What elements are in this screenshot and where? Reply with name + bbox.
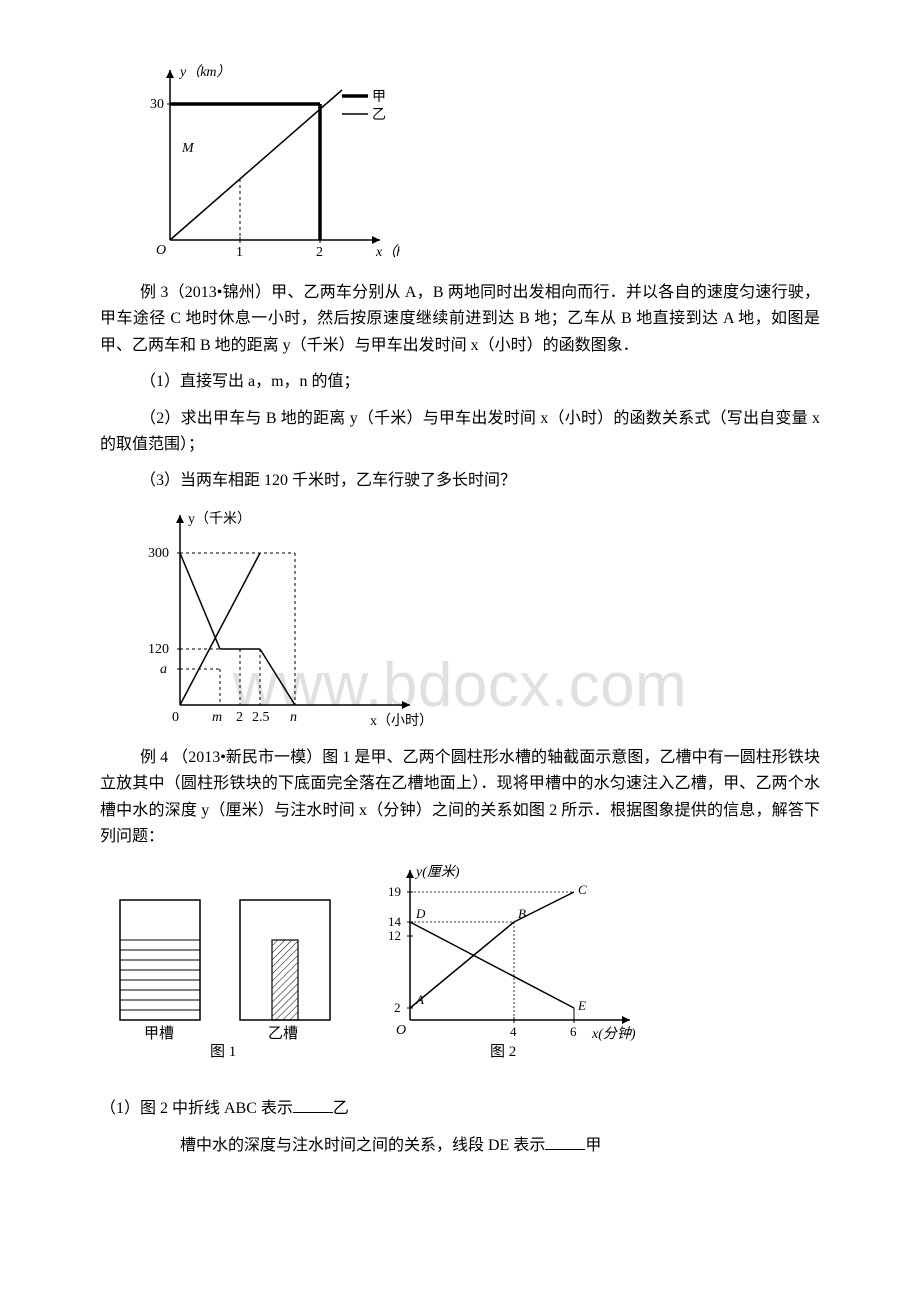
x-tick-2: 2 (316, 245, 323, 260)
pt-E: E (577, 998, 586, 1013)
q1-ans1: 乙 (333, 1100, 349, 1117)
pt-B: B (518, 906, 526, 921)
pt-D: D (415, 906, 426, 921)
point-m: M (181, 141, 195, 156)
blank-2 (545, 1133, 585, 1150)
q1-mid: 槽中水的深度与注水时间之间的关系，线段 DE 表示 (180, 1137, 545, 1154)
fig2-caption: 图 2 (490, 1043, 516, 1060)
blank-1 (293, 1096, 333, 1113)
legend-jia: 甲 (372, 90, 386, 105)
example3-q1: （1）直接写出 a，m，n 的值； (100, 369, 820, 395)
ytick-300: 300 (148, 546, 169, 561)
example3-q3: （3）当两车相距 120 千米时，乙车行驶了多长时间？ (100, 468, 820, 494)
chart-y-label: y(厘米) (414, 864, 460, 880)
example4-q1-line2: 槽中水的深度与注水时间之间的关系，线段 DE 表示 甲 (100, 1133, 820, 1159)
yi-tank-label: 乙槽 (268, 1025, 298, 1042)
xtick-4: 4 (510, 1024, 517, 1039)
xtick-n: n (290, 710, 297, 725)
ytick-14: 14 (388, 914, 402, 929)
xtick-6: 6 (570, 1024, 577, 1039)
xtick-0: 0 (172, 710, 179, 725)
x-tick-1: 1 (236, 245, 243, 260)
jia-tank-label: 甲槽 (144, 1025, 174, 1042)
ytick-120: 120 (148, 642, 169, 657)
xtick-2.5: 2.5 (252, 710, 270, 725)
x-axis-label: x（h） (375, 244, 400, 260)
pt-A: A (415, 992, 424, 1007)
origin-label: O (156, 243, 166, 258)
q1-ans2: 甲 (585, 1137, 601, 1154)
fig1-caption: 图 1 (210, 1043, 236, 1060)
ytick-12: 12 (388, 928, 401, 943)
example3-text: 例 3（2013•锦州）甲、乙两车分别从 A，B 两地同时出发相向而行．并以各自… (100, 280, 820, 359)
y-axis-label: y（km） (178, 64, 231, 80)
pt-C: C (578, 882, 587, 897)
figure-graph-1: y（km） x（h） O 30 1 2 M 甲 (140, 60, 820, 270)
chart-x-label: x(分钟) (591, 1026, 636, 1042)
ytick-19: 19 (388, 884, 401, 899)
example4-q1-line1: （1）图 2 中折线 ABC 表示 乙 (100, 1096, 820, 1122)
figure-graph-2: y（千米） x（小时） 300 120 a 0 m 2 2.5 n (140, 505, 820, 735)
y-axis-label-2: y（千米） (188, 511, 251, 527)
x-axis-label-2: x（小时） (370, 713, 433, 729)
xtick-2: 2 (236, 710, 243, 725)
ytick-2: 2 (394, 1000, 401, 1015)
legend-yi: 乙 (372, 107, 386, 123)
ytick-a: a (160, 662, 167, 677)
figure-tanks-and-chart: 甲槽 乙槽 图 1 y(厘米) x(分 (100, 860, 820, 1060)
q1-pre: （1）图 2 中折线 ABC 表示 (100, 1100, 293, 1117)
example3-q2: （2）求出甲车与 B 地的距离 y（千米）与甲车出发时间 x（小时）的函数关系式… (100, 406, 820, 459)
chart-origin: O (396, 1023, 406, 1038)
example4-text: 例 4 （2013•新民市一模）图 1 是甲、乙两个圆柱形水槽的轴截面示意图，乙… (100, 745, 820, 851)
y-tick-30: 30 (150, 97, 164, 112)
xtick-m: m (212, 710, 222, 725)
